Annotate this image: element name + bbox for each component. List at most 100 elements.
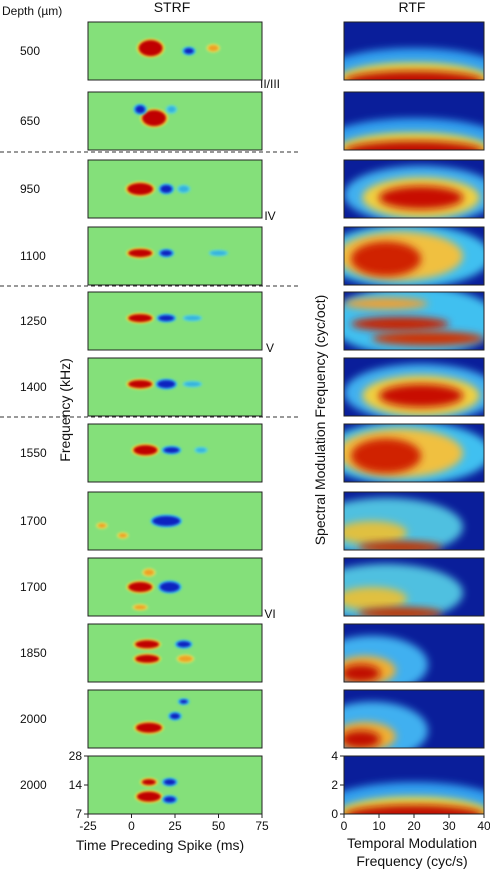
x-tick-label: -25 — [79, 819, 97, 833]
strf-blob — [128, 380, 153, 389]
rtf-panel — [344, 624, 484, 682]
strf-blob — [196, 448, 207, 453]
rtf-blob — [351, 241, 421, 277]
strf-background — [88, 227, 262, 285]
strf-blob — [163, 447, 180, 454]
x-tick-label: 20 — [407, 819, 421, 833]
strf-blob — [134, 605, 147, 610]
strf-blob — [179, 699, 188, 704]
rtf-panel — [344, 22, 484, 80]
x-tick-label: 10 — [372, 819, 386, 833]
panel-frame — [343, 423, 485, 483]
rtf-blob — [344, 730, 381, 748]
strf-panel — [88, 292, 262, 350]
y-tick-label: 28 — [69, 749, 83, 763]
panel-frame — [87, 291, 263, 351]
rtf-panel — [344, 160, 484, 218]
depth-label: 1850 — [20, 646, 47, 660]
strf-background — [88, 160, 262, 218]
layer-label: VI — [264, 607, 275, 621]
rtf-blob — [372, 331, 484, 346]
strf-background — [88, 624, 262, 682]
strf-background — [88, 22, 262, 80]
panel-frame — [87, 557, 263, 617]
strf-blob — [178, 655, 193, 662]
panel-frame — [343, 291, 485, 351]
rtf-blob — [379, 384, 463, 408]
strf-blob — [135, 640, 160, 649]
strf-blob — [136, 791, 161, 802]
rtf-panel — [344, 492, 484, 550]
strf-blob — [118, 533, 127, 538]
strf-panel — [88, 92, 262, 150]
strf-blob — [167, 106, 176, 113]
panel-frame — [87, 226, 263, 286]
panel-frame — [343, 623, 485, 683]
strf-blob — [127, 183, 154, 195]
panel-frame — [87, 159, 263, 219]
depth-label: 1550 — [20, 446, 47, 460]
depth-label: 2000 — [20, 712, 47, 726]
rtf-blob — [344, 587, 407, 611]
rtf-blob — [351, 438, 421, 474]
strf-background — [88, 92, 262, 150]
panel-frame — [87, 491, 263, 551]
rtf-blob — [379, 186, 463, 210]
x-tick-label: 25 — [168, 819, 182, 833]
x-axis-label: Frequency (cyc/s) — [356, 853, 467, 869]
y-tick-label: 2 — [331, 778, 338, 792]
rtf-panel — [344, 92, 484, 150]
x-tick-label: 50 — [212, 819, 226, 833]
layer-label: V — [266, 341, 274, 355]
strf-panel — [88, 424, 262, 482]
panel-frame — [87, 423, 263, 483]
depth-label: 1100 — [20, 249, 46, 263]
strf-title: STRF — [154, 0, 191, 15]
y-tick-label: 4 — [331, 749, 338, 763]
strf-blob — [128, 249, 153, 258]
panel-frame — [343, 21, 485, 81]
x-axis-label: Time Preceding Spike (ms) — [76, 837, 244, 853]
rtf-blob — [344, 804, 484, 814]
rtf-blob — [344, 521, 407, 545]
rtf-title: RTF — [399, 0, 426, 15]
panel-frame — [343, 226, 485, 286]
strf-panel — [88, 22, 262, 80]
strf-blob — [159, 582, 180, 592]
panel-frame — [87, 357, 263, 417]
y-axis-label: Frequency (kHz) — [57, 358, 73, 461]
rtf-panel — [344, 227, 484, 285]
strf-blob — [97, 523, 106, 528]
strf-blob — [210, 251, 227, 256]
strf-blob — [141, 779, 156, 786]
strf-blob — [135, 722, 162, 733]
rtf-panel — [344, 292, 484, 350]
rtf-panel — [344, 358, 484, 416]
strf-blob — [143, 569, 154, 576]
depth-label: 1700 — [20, 514, 47, 528]
depth-label: 2000 — [20, 778, 47, 792]
depth-title: Depth (µm) — [2, 4, 62, 18]
rtf-panel — [344, 756, 484, 814]
strf-blob — [160, 250, 173, 257]
strf-blob — [163, 796, 176, 803]
panel-frame — [343, 491, 485, 551]
y-axis-label: Spectral Modulation Frequency (cyc/oct) — [312, 295, 328, 546]
rtf-blob — [358, 607, 442, 616]
rtf-panel — [344, 424, 484, 482]
strf-blob — [160, 185, 173, 193]
rtf-blob — [344, 140, 484, 150]
strf-blob — [158, 315, 175, 322]
x-tick-label: 30 — [442, 819, 456, 833]
panel-frame — [343, 357, 485, 417]
rtf-blob — [344, 297, 428, 310]
strf-blob — [152, 516, 181, 526]
strf-panel — [88, 624, 262, 682]
strf-blob — [184, 316, 201, 321]
depth-label: 650 — [20, 114, 40, 128]
panel-frame — [87, 689, 263, 749]
panel-frame — [87, 623, 263, 683]
panel-frame — [343, 557, 485, 617]
rtf-blob — [351, 316, 449, 331]
rtf-blob — [344, 70, 484, 80]
